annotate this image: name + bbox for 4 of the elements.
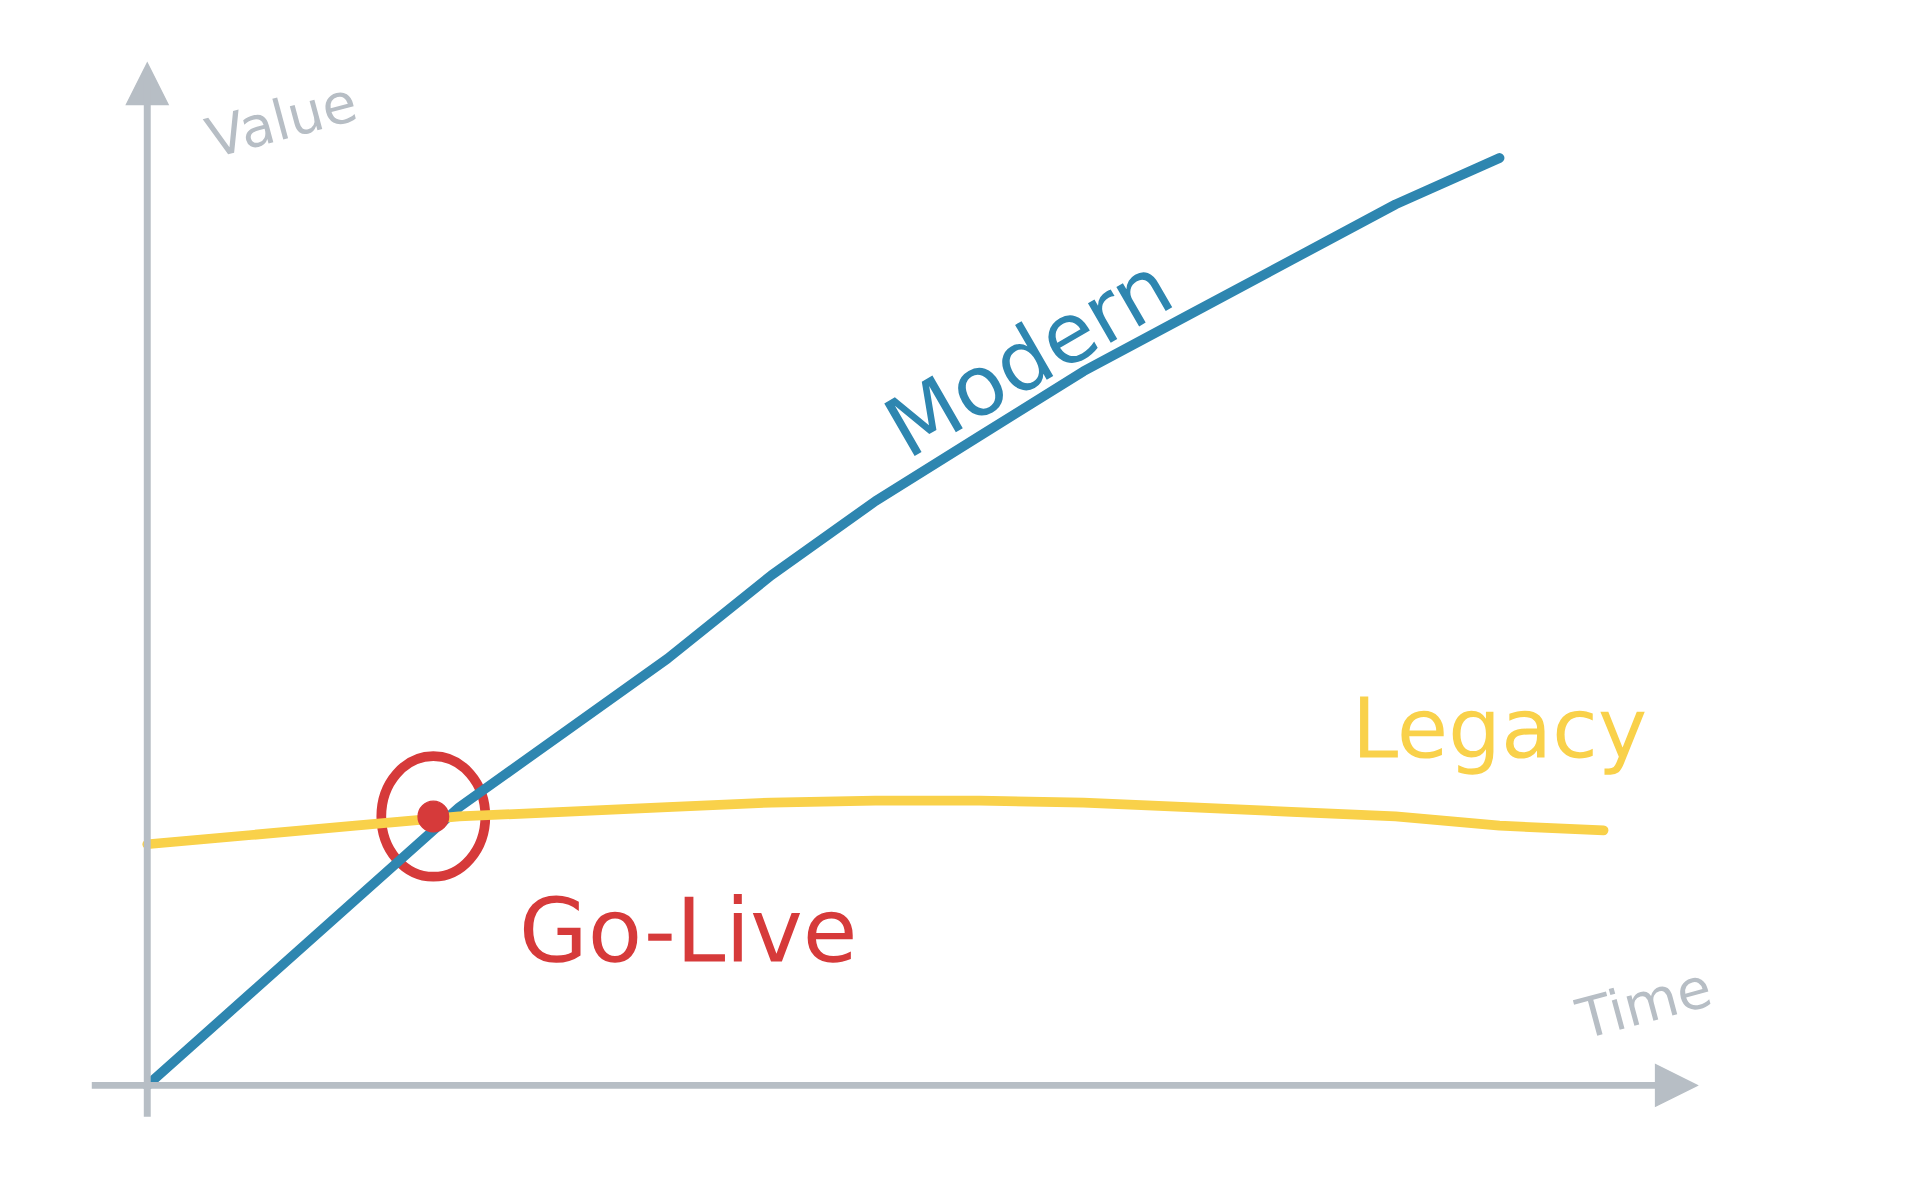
series-label: Legacy (1360, 696, 1645, 775)
y-axis-title: Value (202, 78, 358, 160)
annotation: Go-Live (523, 893, 853, 963)
x-axis-title: Time (1572, 964, 1713, 1041)
